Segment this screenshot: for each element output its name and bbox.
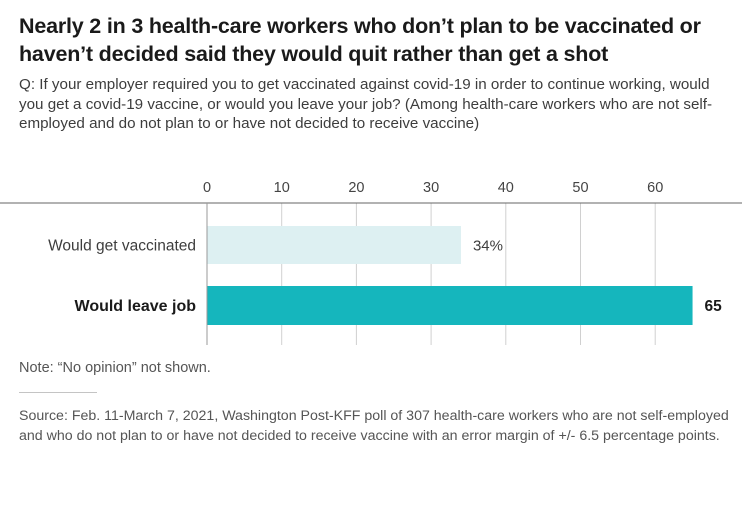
- chart-note: Note: “No opinion” not shown.: [19, 360, 211, 376]
- x-tick-label-40: 40: [498, 180, 514, 196]
- value-label-would-leave-job: 65: [705, 298, 723, 315]
- x-tick-label-10: 10: [274, 180, 290, 196]
- bar-chart: 0 10 20 30 40 50 60 Would get vaccinated 34%Wou…: [0, 180, 742, 345]
- bar-would-leave-job: [207, 286, 693, 325]
- chart-title: Nearly 2 in 3 health-care workers who do…: [19, 14, 701, 66]
- category-label-would-leave-job: Would leave job: [75, 298, 197, 315]
- x-tick-label-30: 30: [423, 180, 439, 196]
- x-tick-label-20: 20: [348, 180, 364, 196]
- divider: [19, 392, 97, 393]
- x-tick-label-50: 50: [572, 180, 588, 196]
- x-tick-label-60: 60: [647, 180, 663, 196]
- x-axis-ticks: 0 10 20 30 40 50 60: [203, 180, 663, 196]
- bar-would-get-vaccinated: [207, 226, 461, 264]
- value-label-would-get-vaccinated: 34%: [473, 238, 503, 255]
- category-label-would-get-vaccinated: Would get vaccinated: [48, 238, 196, 255]
- source-note: Source: Feb. 11-March 7, 2021, Washingto…: [19, 408, 729, 444]
- bars: Would get vaccinated 34% Would leave job 65: [48, 226, 722, 325]
- survey-question: Q: If your employer required you to get …: [19, 76, 713, 132]
- x-tick-label-0: 0: [203, 180, 211, 196]
